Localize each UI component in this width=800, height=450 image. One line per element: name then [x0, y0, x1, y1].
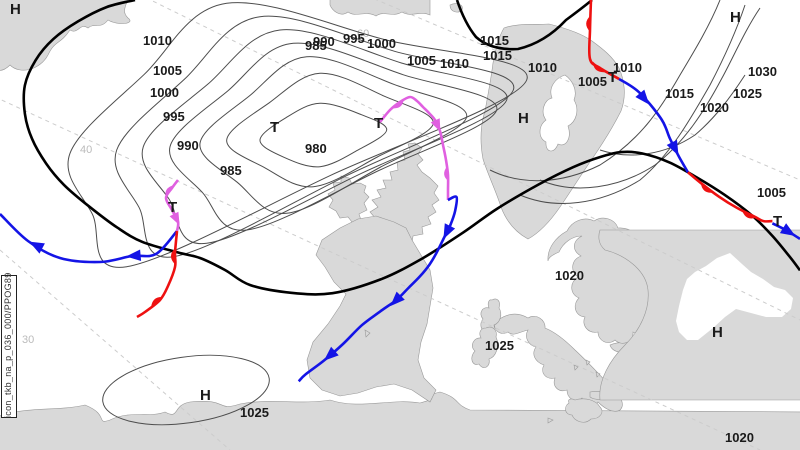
svg-text:T: T [374, 115, 383, 132]
svg-text:T: T [270, 119, 279, 136]
svg-text:980: 980 [305, 141, 327, 156]
svg-text:H: H [730, 9, 741, 26]
svg-text:T: T [773, 213, 782, 230]
svg-text:H: H [518, 110, 529, 127]
svg-text:1020: 1020 [725, 430, 754, 445]
svg-text:1020: 1020 [555, 268, 584, 283]
svg-text:1025: 1025 [485, 338, 514, 353]
svg-text:1025: 1025 [733, 86, 762, 101]
svg-text:30: 30 [22, 334, 34, 346]
svg-text:1005: 1005 [757, 185, 786, 200]
svg-text:T: T [608, 69, 617, 86]
svg-text:H: H [200, 387, 211, 404]
svg-text:T: T [168, 199, 177, 216]
svg-text:995: 995 [163, 109, 185, 124]
svg-text:40: 40 [80, 144, 92, 156]
svg-text:985: 985 [220, 163, 242, 178]
svg-text:H: H [712, 324, 723, 341]
svg-text:H: H [10, 1, 21, 18]
svg-text:1010: 1010 [528, 60, 557, 75]
svg-text:1010: 1010 [440, 56, 469, 71]
svg-text:1020: 1020 [700, 100, 729, 115]
svg-text:995: 995 [343, 31, 365, 46]
svg-text:1010: 1010 [143, 33, 172, 48]
svg-text:1005: 1005 [407, 53, 436, 68]
svg-text:1010: 1010 [613, 60, 642, 75]
svg-text:1000: 1000 [150, 85, 179, 100]
svg-text:1015: 1015 [480, 33, 509, 48]
svg-text:1005: 1005 [153, 63, 182, 78]
svg-text:1000: 1000 [367, 36, 396, 51]
svg-text:1005: 1005 [578, 74, 607, 89]
svg-text:1015: 1015 [483, 48, 512, 63]
svg-text:1025: 1025 [240, 405, 269, 420]
svg-text:1015: 1015 [665, 86, 694, 101]
svg-text:990: 990 [313, 34, 335, 49]
svg-text:990: 990 [177, 138, 199, 153]
svg-text:1030: 1030 [748, 64, 777, 79]
